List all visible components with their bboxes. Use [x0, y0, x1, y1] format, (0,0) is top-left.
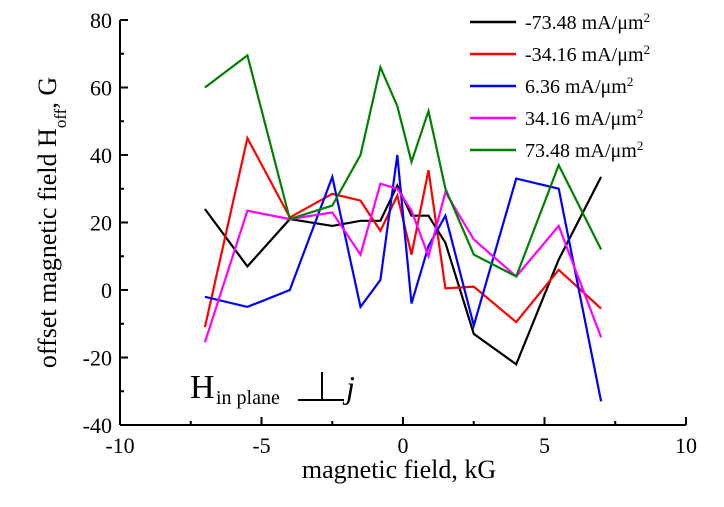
legend-label-sup: 2 [637, 138, 644, 153]
x-tick-label: 0 [398, 433, 409, 458]
y-tick-label: 80 [90, 8, 112, 33]
series-line-5 [204, 53, 603, 279]
legend-label-text: 34.16 mA/μm [525, 108, 637, 130]
legend-label-sup: 2 [637, 106, 644, 121]
legend-label-3: 6.36 mA/μm2 [525, 74, 633, 99]
legend-label-1: -73.48 mA/μm2 [525, 10, 650, 35]
y-axis-label-main: offset magnetic field H [33, 128, 62, 368]
y-axis-label-tail: , G [33, 77, 62, 109]
x-tick-label: -5 [252, 433, 270, 458]
annotation-sub: in plane [216, 387, 280, 409]
legend-label-text: 73.48 mA/μm [525, 140, 637, 162]
legend-label-text: -34.16 mA/μm [525, 44, 644, 66]
series-line-3 [204, 154, 603, 402]
legend-label-text: 6.36 mA/μm [525, 76, 627, 98]
annotation-j: j [342, 369, 355, 405]
series-layer [203, 53, 603, 402]
legend-label-5: 73.48 mA/μm2 [525, 138, 643, 163]
y-tick-label: 60 [90, 76, 112, 101]
y-axis-label: offset magnetic field Hoff, G [33, 77, 70, 368]
legend-label-text: -73.48 mA/μm [525, 12, 644, 34]
y-tick-label: 0 [101, 278, 112, 303]
legend-label-sup: 2 [644, 42, 651, 57]
x-tick-label: 10 [675, 433, 697, 458]
annotation-h: H [190, 369, 215, 406]
legend-label-sup: 2 [627, 74, 634, 89]
x-tick-label: 5 [539, 433, 550, 458]
y-axis-label-sub: off [51, 108, 70, 128]
y-tick-label: -40 [83, 413, 112, 438]
legend-label-4: 34.16 mA/μm2 [525, 106, 643, 131]
y-tick-label: 40 [90, 143, 112, 168]
legend-label-sup: 2 [644, 10, 651, 25]
y-tick-label: 20 [90, 211, 112, 236]
y-tick-label: -20 [83, 346, 112, 371]
axes: -10 -5 0 5 10 -40 -20 0 20 40 60 80 magnetic field, … [33, 8, 697, 484]
x-tick-label: -10 [105, 433, 134, 458]
x-axis-label: magnetic field, kG [302, 455, 496, 484]
legend-label-2: -34.16 mA/μm2 [525, 42, 650, 67]
